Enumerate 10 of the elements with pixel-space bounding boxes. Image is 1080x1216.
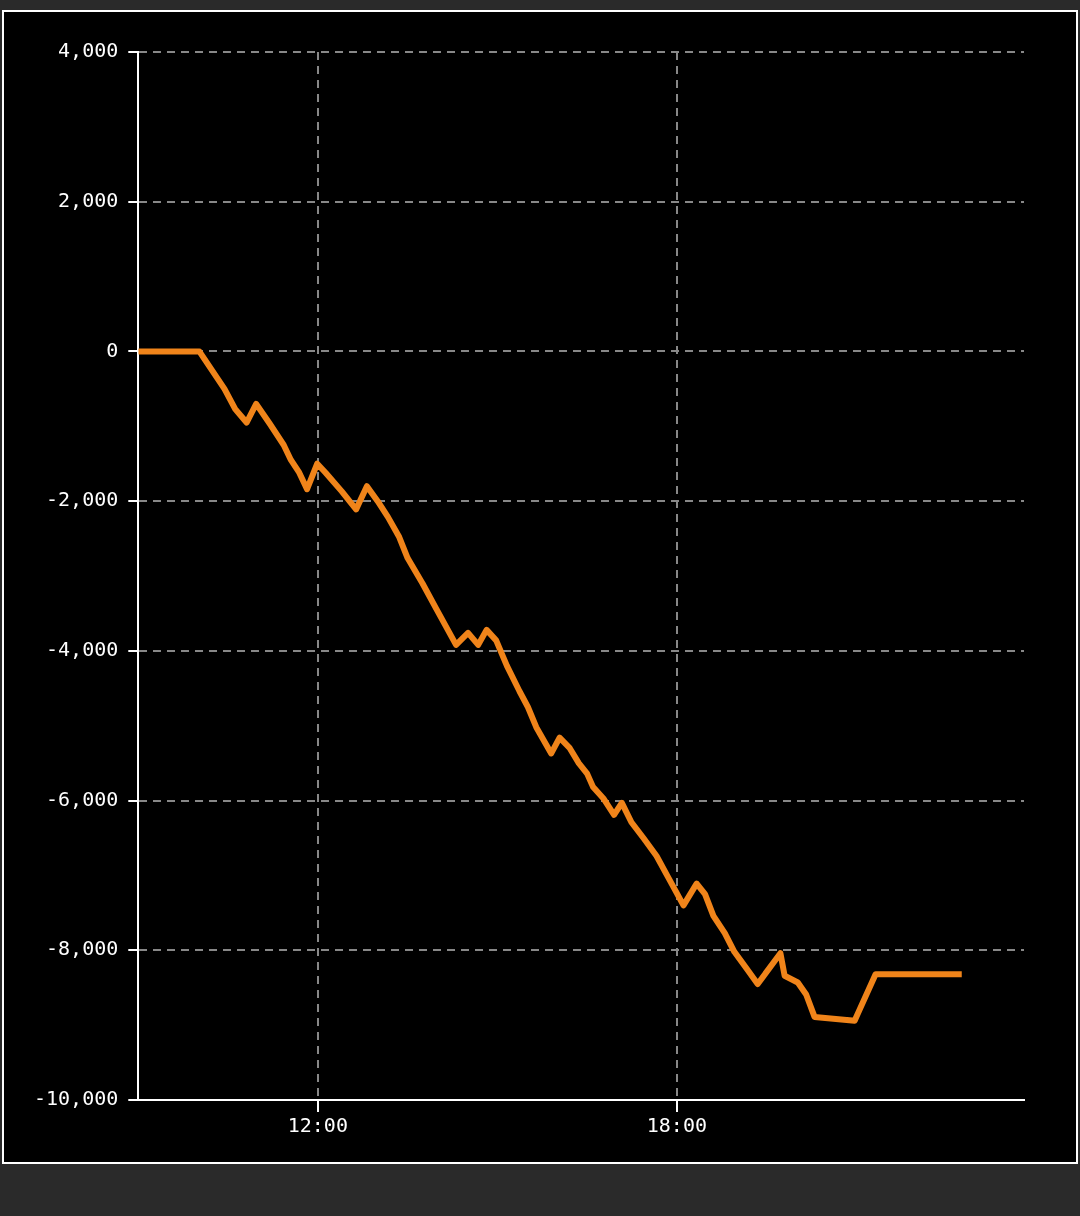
y-tick-label: -2,000 (46, 487, 119, 512)
y-tick-label: 2,000 (58, 187, 119, 212)
y-tick-label: -4,000 (46, 637, 119, 662)
y-tick-label: 4,000 (58, 38, 119, 63)
y-tick-label: -10,000 (33, 1086, 119, 1111)
y-tick-label: -8,000 (46, 936, 119, 961)
y-tick-label: -6,000 (46, 786, 119, 811)
x-tick-label: 12:00 (287, 1113, 348, 1138)
x-tick-label: 18:00 (646, 1113, 708, 1138)
y-tick-label: 0 (106, 337, 119, 362)
